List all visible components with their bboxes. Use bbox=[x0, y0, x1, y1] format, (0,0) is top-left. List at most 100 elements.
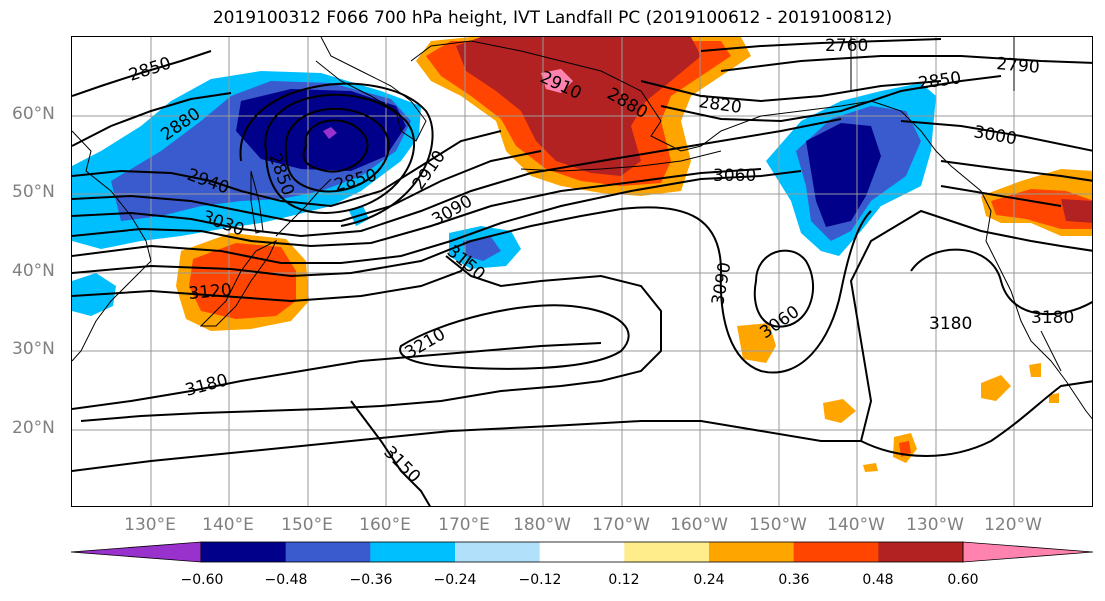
colorbar-cell bbox=[624, 542, 710, 562]
colorbar-outline bbox=[200, 541, 964, 563]
lon-label: 150°W bbox=[749, 515, 807, 535]
colorbar-tick-label: 0.48 bbox=[862, 572, 894, 588]
contour-ridge-3180 bbox=[72, 209, 1092, 472]
contour-3180-east-2 bbox=[910, 248, 1092, 316]
contour-3090 bbox=[72, 208, 622, 278]
colorbar-tick-label: 0.12 bbox=[608, 572, 640, 588]
contour-3060 bbox=[72, 170, 802, 264]
anomaly-pos-weak-5 bbox=[823, 399, 856, 423]
contour-3150 bbox=[80, 255, 662, 422]
figure-title: 2019100312 F066 700 hPa height, IVT Land… bbox=[212, 8, 893, 28]
coast-kamchatka bbox=[315, 37, 427, 142]
colorbar-cell bbox=[878, 542, 964, 562]
colorbar-extend-high bbox=[962, 541, 1094, 563]
contour-label: 2850 bbox=[917, 68, 963, 94]
map-canvas: 2850 2880 2940 2850 2850 3030 3120 2910 … bbox=[72, 37, 1092, 506]
lat-label: 30°N bbox=[12, 339, 55, 359]
contour-3060-east bbox=[940, 185, 1062, 207]
contour-label: 2850 bbox=[126, 53, 173, 85]
contour-label: 3180 bbox=[183, 370, 230, 401]
shaded-anomalies bbox=[72, 37, 1092, 472]
contour-label: 2820 bbox=[697, 92, 743, 118]
contour-label: 3090 bbox=[708, 261, 735, 307]
contour-label: 3180 bbox=[929, 314, 972, 334]
anomaly-pos-weak-10 bbox=[1029, 363, 1041, 377]
colorbar-extend-low bbox=[70, 541, 202, 563]
contour-low-ring4 bbox=[239, 82, 434, 227]
anomaly-neg-strong-2 bbox=[806, 123, 881, 227]
coast-baja bbox=[1040, 330, 1062, 372]
coastlines bbox=[72, 37, 1092, 420]
lon-label: 170°W bbox=[592, 515, 650, 535]
colorbar-cell bbox=[285, 542, 371, 562]
anomaly-pos-weak-8 bbox=[1049, 393, 1059, 403]
contour-3210 bbox=[399, 304, 630, 370]
lon-label: 130°E bbox=[124, 515, 176, 535]
contour-label: 3090 bbox=[429, 191, 476, 230]
colorbar-cell bbox=[201, 542, 287, 562]
colorbar-tick-label: −0.48 bbox=[264, 572, 308, 588]
anomaly-pos-strong bbox=[456, 37, 701, 176]
contour-2970 bbox=[72, 150, 542, 222]
colorbar-cell bbox=[370, 542, 456, 562]
lon-label: 160°E bbox=[359, 515, 411, 535]
coast-canada-interior bbox=[850, 37, 1015, 91]
contour-3060-ring bbox=[753, 249, 815, 328]
anomaly-pos-strong-2 bbox=[1061, 199, 1092, 223]
gridlines bbox=[72, 37, 1092, 506]
contour-label: 3180 bbox=[1031, 308, 1074, 328]
anomaly-neg-min bbox=[323, 127, 337, 139]
lon-label: 140°W bbox=[827, 515, 885, 535]
contour-2850-east bbox=[660, 75, 1002, 123]
anomaly-neg-mid-2 bbox=[463, 237, 501, 261]
contour-2880-nw bbox=[72, 92, 232, 147]
contour-2790 bbox=[720, 55, 1092, 72]
contour-label: 2790 bbox=[996, 54, 1041, 78]
lon-label: 180°W bbox=[513, 515, 571, 535]
anomaly-pos-mid-4 bbox=[899, 441, 911, 457]
colorbar-cell bbox=[455, 542, 541, 562]
contour-3000 bbox=[72, 118, 842, 238]
coast-alaska bbox=[410, 40, 1067, 382]
contour-3030-east bbox=[940, 160, 1092, 182]
contour-label: 3060 bbox=[713, 166, 756, 186]
colorbar-tick-label: −0.12 bbox=[518, 572, 562, 588]
lon-label: 160°W bbox=[670, 515, 728, 535]
coast-japan bbox=[199, 239, 278, 327]
contour-low-ring3 bbox=[264, 93, 416, 215]
lon-label: 170°E bbox=[438, 515, 490, 535]
contour-3120 bbox=[72, 255, 472, 303]
lon-label: 140°E bbox=[202, 515, 254, 535]
contour-3180-east bbox=[860, 380, 1092, 457]
contour-3180-west bbox=[72, 342, 602, 410]
contour-2940 bbox=[72, 130, 502, 208]
contour-2820 bbox=[640, 80, 942, 103]
colorbar-tick-label: −0.60 bbox=[180, 572, 224, 588]
colorbar-cells bbox=[70, 541, 1094, 563]
colorbar-cell bbox=[709, 542, 795, 562]
anomaly-pos-weak-9 bbox=[863, 463, 878, 472]
contour-low-ring2 bbox=[284, 107, 390, 193]
height-contours bbox=[72, 38, 1092, 506]
map-panel: 2850 2880 2940 2850 2850 3030 3120 2910 … bbox=[71, 36, 1093, 507]
contour-3000-east bbox=[900, 120, 1092, 152]
colorbar-tick-label: −0.24 bbox=[433, 572, 477, 588]
contour-low-center bbox=[302, 119, 369, 173]
contour-label: 2760 bbox=[825, 37, 868, 56]
coast-mexico bbox=[1065, 380, 1092, 420]
anomaly-pos-max bbox=[541, 69, 573, 93]
contour-label: 3210 bbox=[402, 324, 449, 363]
anomaly-pos-weak-4 bbox=[737, 323, 776, 363]
lat-label: 60°N bbox=[12, 104, 55, 124]
lat-label: 20°N bbox=[12, 418, 55, 438]
contour-3030 bbox=[72, 168, 762, 248]
contour-2850-nw bbox=[72, 50, 212, 97]
lat-label: 40°N bbox=[12, 261, 55, 281]
coast-kurils bbox=[275, 178, 332, 237]
colorbar-cell bbox=[793, 542, 879, 562]
contour-label: 3060 bbox=[756, 302, 803, 343]
contour-trough-3090 bbox=[620, 206, 872, 374]
coast-aleutians bbox=[520, 150, 722, 172]
colorbar-tick-label: 0.24 bbox=[693, 572, 725, 588]
contour-3150-south bbox=[350, 400, 431, 506]
